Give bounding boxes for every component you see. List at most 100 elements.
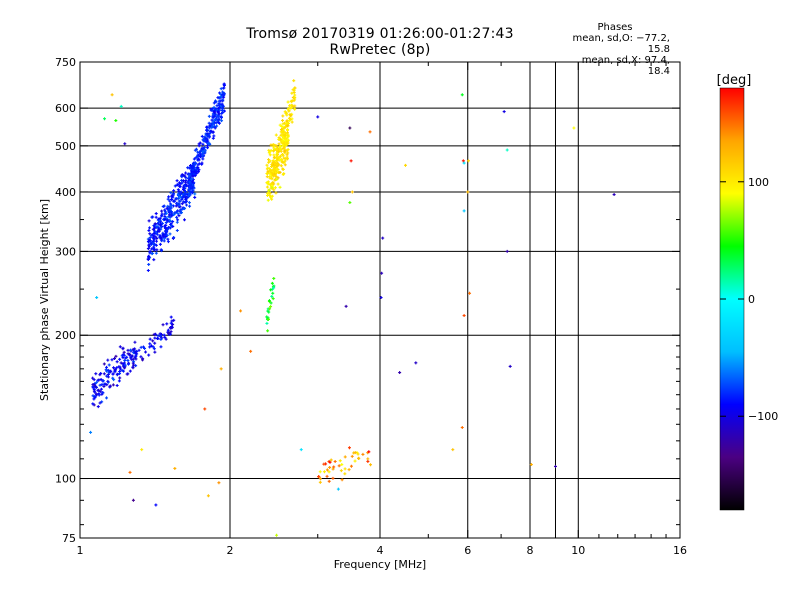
echo-point: [129, 355, 133, 359]
echo-point: [153, 222, 157, 226]
echo-point: [222, 95, 226, 99]
echo-point: [186, 184, 190, 188]
echo-point: [282, 172, 286, 176]
echo-point: [93, 390, 97, 394]
echo-point: [266, 317, 270, 321]
echo-point: [196, 158, 200, 162]
echo-point: [149, 233, 153, 237]
echo-point: [280, 147, 284, 151]
echo-point: [462, 314, 466, 318]
echo-point: [134, 364, 138, 368]
echo-point: [99, 377, 103, 381]
echo-point: [166, 240, 170, 244]
echo-point: [553, 464, 557, 468]
echo-point: [270, 194, 274, 198]
echo-point: [268, 194, 272, 198]
echo-point: [175, 179, 179, 183]
echo-point: [466, 190, 470, 194]
echo-point: [121, 346, 125, 350]
echo-point: [91, 402, 95, 406]
echo-point: [184, 197, 188, 201]
phase-statistics: Phases mean, sd,O: −77.2, 15.8 mean, sd,…: [560, 22, 670, 77]
echo-point: [97, 392, 101, 396]
echo-point: [281, 154, 285, 158]
echo-point: [289, 99, 293, 103]
echo-point: [217, 481, 221, 485]
echo-point: [158, 216, 162, 220]
echo-point: [285, 113, 289, 117]
echo-point: [193, 174, 197, 178]
echo-point: [203, 139, 207, 143]
echo-point: [155, 239, 159, 243]
phase-stats-o-mode: mean, sd,O: −77.2, 15.8: [572, 33, 670, 55]
echo-point: [279, 149, 283, 153]
echo-point: [163, 210, 167, 214]
echo-point: [291, 104, 295, 108]
echo-point: [381, 236, 385, 240]
echo-point: [267, 188, 271, 192]
echo-point: [207, 142, 211, 146]
echo-point: [265, 321, 269, 325]
echo-point: [168, 325, 172, 329]
echo-point: [170, 319, 174, 323]
echo-point: [171, 199, 175, 203]
echo-point: [277, 158, 281, 162]
echo-point: [277, 163, 281, 167]
phase-stats-x-mode: mean, sd,X: 97.4, 18.4: [581, 55, 670, 77]
echo-point: [131, 366, 135, 370]
echo-point: [106, 379, 110, 383]
echo-point: [285, 121, 289, 125]
echo-point: [132, 357, 136, 361]
echo-point: [92, 383, 96, 387]
echo-point: [114, 354, 118, 358]
colorbar-tick-label: 0: [748, 293, 755, 306]
echo-point: [265, 163, 269, 167]
echo-point: [123, 142, 127, 146]
echo-point: [139, 355, 143, 359]
echo-point: [350, 454, 354, 458]
echo-point: [219, 367, 223, 371]
echo-point: [220, 93, 224, 97]
echo-point: [99, 387, 103, 391]
echo-point: [166, 197, 170, 201]
echo-point: [201, 146, 205, 150]
echo-point: [123, 363, 127, 367]
echo-point: [212, 114, 216, 118]
echo-point: [183, 206, 187, 210]
echo-point: [221, 108, 225, 112]
echo-point: [187, 188, 191, 192]
echo-point: [274, 175, 278, 179]
echo-point: [144, 350, 148, 354]
echo-point: [366, 459, 370, 463]
echo-point: [98, 401, 102, 405]
echo-point: [282, 130, 286, 134]
echo-point: [102, 384, 106, 388]
echo-point: [205, 140, 209, 144]
echo-point: [154, 503, 158, 507]
echo-point: [266, 169, 270, 173]
echo-point: [270, 163, 274, 167]
echo-point: [178, 181, 182, 185]
echo-point: [161, 233, 165, 237]
echo-point: [187, 191, 191, 195]
echo-point: [265, 172, 269, 176]
echo-point: [278, 144, 282, 148]
colorbar-ticks: 100 0 −100: [720, 176, 778, 423]
echo-point: [379, 296, 383, 300]
echo-point: [168, 219, 172, 223]
echo-point: [156, 337, 160, 341]
echo-point: [318, 470, 322, 474]
title-line-2: RwPretec (8p): [329, 42, 431, 58]
echo-point: [165, 322, 169, 326]
echo-point: [146, 240, 150, 244]
echo-point: [182, 200, 186, 204]
echo-point: [505, 148, 509, 152]
echo-point: [95, 296, 99, 300]
echo-point: [164, 337, 168, 341]
echo-point: [130, 358, 134, 362]
echo-point: [217, 112, 221, 116]
echo-point: [122, 350, 126, 354]
echo-point: [168, 199, 172, 203]
echo-point: [147, 262, 151, 266]
echo-point: [146, 247, 150, 251]
